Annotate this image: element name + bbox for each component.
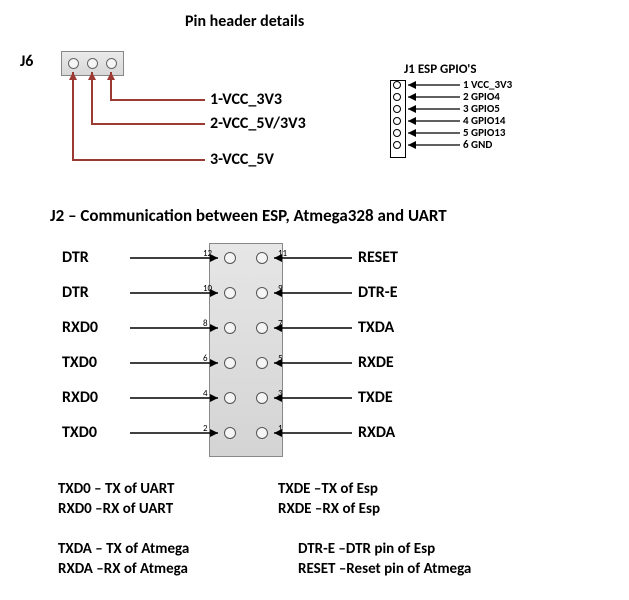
j2-num-7: 7: [278, 318, 283, 329]
j2-left-label-12: DTR: [62, 248, 89, 267]
j2-num-11: 11: [278, 248, 287, 259]
j2-right-label-5: RXDE: [358, 353, 394, 372]
legend-7: RESET –Reset pin of Atmega: [298, 560, 471, 578]
j2-pin-9: [256, 287, 268, 299]
legend-2: TXDE –TX of Esp: [278, 480, 378, 498]
j2-num-8: 8: [203, 318, 208, 329]
legend-4: TXDA – TX of Atmega: [58, 540, 189, 558]
j2-left-label-2: TXD0: [62, 423, 97, 442]
j2-num-12: 12: [203, 248, 212, 259]
j2-num-1: 1: [278, 423, 283, 434]
j1-pin-2: [393, 93, 401, 101]
j2-pin-1: [256, 427, 268, 439]
j2-pin-7: [256, 322, 268, 334]
j2-num-3: 3: [278, 388, 283, 399]
j2-num-10: 10: [203, 283, 212, 294]
legend-6: DTR-E –DTR pin of Esp: [298, 540, 435, 558]
legend-1: RXD0 –RX of UART: [58, 500, 173, 518]
legend-5: RXDA –RX of Atmega: [58, 560, 188, 578]
j1-pin-3: [393, 105, 401, 113]
j1-pin-4: [393, 117, 401, 125]
legend-3: RXDE –RX of Esp: [278, 500, 380, 518]
j2-left-label-6: TXD0: [62, 353, 97, 372]
j2-pin-11: [256, 252, 268, 264]
j2-num-2: 2: [203, 423, 208, 434]
j2-left-label-4: RXD0: [62, 388, 98, 407]
legend-0: TXD0 – TX of UART: [58, 480, 174, 498]
j2-left-label-8: RXD0: [62, 318, 98, 337]
j1-pin-6: [393, 141, 401, 149]
j2-pin-4: [224, 392, 236, 404]
j2-num-9: 9: [278, 283, 283, 294]
j2-right-label-3: TXDE: [358, 388, 393, 407]
j2-num-4: 4: [203, 388, 208, 399]
j2-pin-10: [224, 287, 236, 299]
j2-num-6: 6: [203, 353, 208, 364]
j2-left-label-10: DTR: [62, 283, 89, 302]
j2-right-label-11: RESET: [358, 248, 398, 267]
j2-pin-8: [224, 322, 236, 334]
j2-right-label-7: TXDA: [358, 318, 394, 337]
j2-num-5: 5: [278, 353, 283, 364]
j1-pin-1: [393, 81, 401, 89]
j2-right-label-9: DTR-E: [358, 283, 398, 302]
j2-pin-12: [224, 252, 236, 264]
j2-right-label-1: RXDA: [358, 423, 395, 442]
j2-pin-3: [256, 392, 268, 404]
j2-pin-2: [224, 427, 236, 439]
j2-pin-6: [224, 357, 236, 369]
j1-pin-5: [393, 129, 401, 137]
j2-pin-5: [256, 357, 268, 369]
